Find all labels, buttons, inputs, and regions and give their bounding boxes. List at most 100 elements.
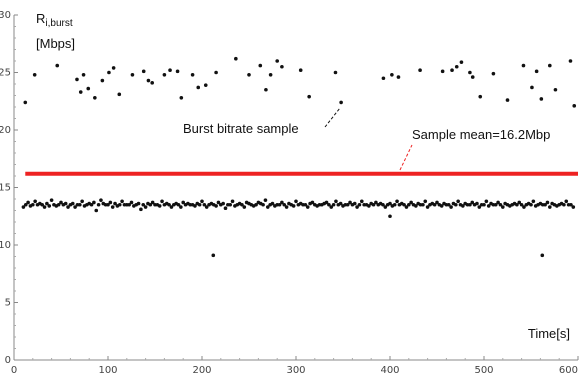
low-point <box>120 199 124 204</box>
low-point <box>425 205 430 209</box>
high-point <box>339 100 343 105</box>
high-point <box>534 69 539 74</box>
low-point <box>49 198 54 202</box>
low-point <box>148 202 153 207</box>
x-tick-label-500: 500 <box>474 365 493 376</box>
low-point <box>31 202 35 207</box>
low-point <box>160 199 164 204</box>
sample-annotation: Burst bitrate sample <box>183 121 299 136</box>
low-point <box>357 202 362 207</box>
y-tick-label-25: 25 <box>0 68 11 79</box>
low-point <box>73 205 77 209</box>
low-point <box>449 205 453 209</box>
low-point <box>139 207 143 212</box>
high-point <box>440 69 445 74</box>
y-tick-label-10: 10 <box>0 240 11 251</box>
low-point <box>421 202 425 207</box>
low-point <box>345 202 350 207</box>
high-point <box>275 59 280 63</box>
low-point <box>496 200 500 205</box>
high-point <box>146 78 151 83</box>
low-point <box>395 199 399 204</box>
high-point <box>117 92 122 97</box>
low-point <box>545 200 550 205</box>
low-point <box>110 205 115 209</box>
low-point <box>352 201 357 206</box>
low-point <box>324 200 329 205</box>
low-point <box>127 202 131 207</box>
low-point <box>70 201 75 206</box>
low-point <box>423 199 428 204</box>
low-point <box>56 202 61 207</box>
low-point <box>531 199 536 204</box>
high-point <box>450 68 454 72</box>
high-point <box>179 96 184 100</box>
high-point <box>491 71 496 76</box>
high-point <box>470 75 475 79</box>
y-tick-label-15: 15 <box>0 183 11 194</box>
high-point <box>268 73 273 77</box>
low-point <box>230 199 235 204</box>
high-point <box>521 63 526 68</box>
low-point <box>141 202 146 207</box>
labels: Ri,burst [Mbps] Time[s] Burst bitrate sa… <box>36 11 570 341</box>
low-point <box>374 200 378 205</box>
low-point <box>89 202 94 207</box>
high-point <box>478 94 483 99</box>
low-point <box>197 202 202 207</box>
low-point <box>40 202 44 207</box>
low-point <box>482 202 486 207</box>
high-point <box>100 78 105 83</box>
low-point <box>461 204 465 208</box>
low-point <box>477 205 482 209</box>
x-tick-label-600: 600 <box>559 365 578 376</box>
low-point <box>277 202 282 207</box>
high-point <box>86 86 91 91</box>
low-point <box>176 202 181 207</box>
low-point <box>282 202 287 207</box>
low-point <box>338 201 343 206</box>
low-point <box>327 202 331 207</box>
high-point <box>75 77 79 82</box>
low-point <box>99 198 103 202</box>
low-point <box>454 202 458 207</box>
mean-annotation: Sample mean=16.2Mbp <box>412 127 550 142</box>
low-point <box>334 199 338 204</box>
low-point <box>26 200 30 205</box>
low-point <box>240 202 244 207</box>
y-axis-label: Ri,burst <box>36 11 73 29</box>
x-tick-label-300: 300 <box>286 365 305 376</box>
x-axis-label: Time[s] <box>528 326 570 341</box>
low-point <box>169 205 174 209</box>
low-point <box>113 201 117 206</box>
y-tick-label-20: 20 <box>0 125 11 136</box>
low-point <box>42 205 47 209</box>
low-point <box>108 200 113 205</box>
high-point <box>162 73 167 77</box>
high-point <box>214 70 218 75</box>
x-tick-label-100: 100 <box>98 365 117 376</box>
low-point <box>47 204 52 208</box>
low-point <box>63 201 68 206</box>
high-point <box>55 63 60 68</box>
y-axis-unit-label: [Mbps] <box>36 36 75 51</box>
high-point <box>23 100 28 105</box>
low-point <box>409 200 413 205</box>
low-point <box>360 199 364 204</box>
high-point <box>333 70 338 75</box>
low-point <box>200 199 204 204</box>
low-point <box>117 202 122 207</box>
low-point <box>407 202 411 207</box>
low-point <box>470 200 475 205</box>
y-axis-label-main: R <box>36 11 45 26</box>
x-tick-label-0: 0 <box>11 365 17 376</box>
low-point <box>221 201 225 206</box>
low-point <box>270 201 275 206</box>
low-point <box>522 205 526 209</box>
low-point <box>136 201 141 206</box>
low-point <box>167 202 171 207</box>
low-point <box>435 200 439 205</box>
low-point <box>284 205 289 209</box>
low-point <box>305 205 310 209</box>
low-point <box>486 204 491 208</box>
